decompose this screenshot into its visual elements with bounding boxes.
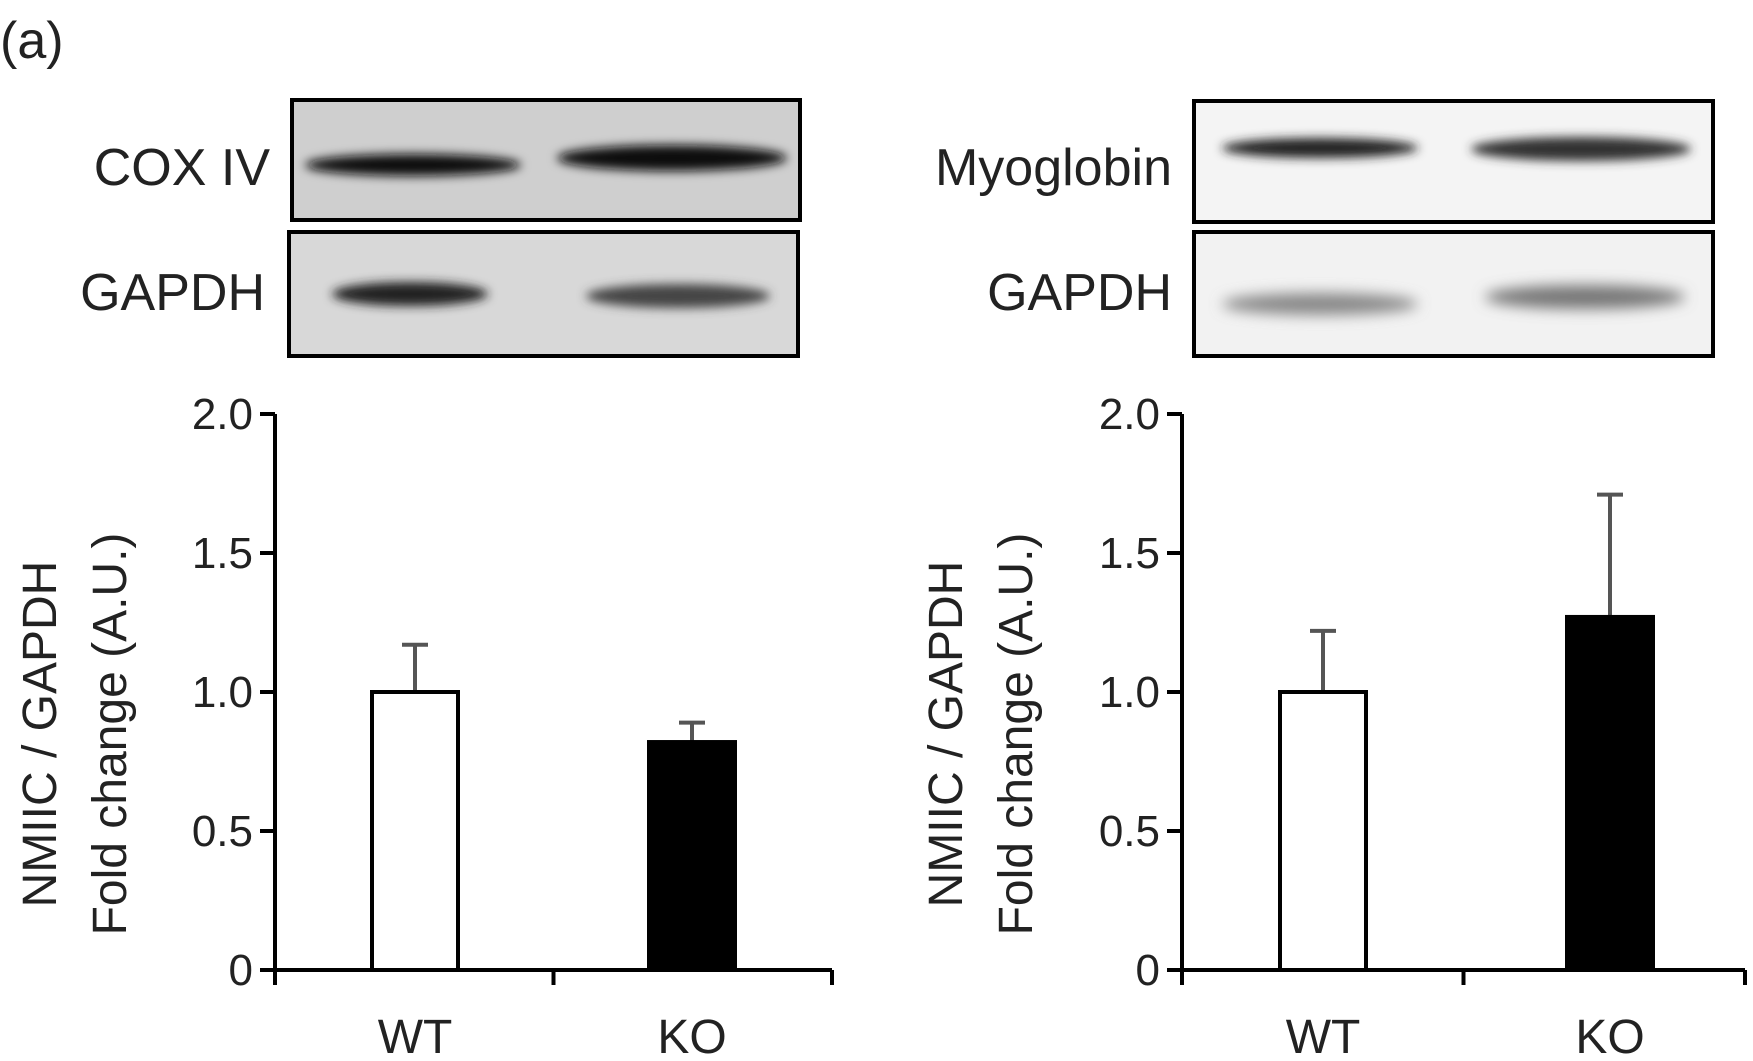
blot-control-label: GAPDH <box>80 264 265 322</box>
x-category-label: KO <box>1575 1011 1644 1061</box>
y-tick-label: 0 <box>1136 946 1160 995</box>
x-category-label: KO <box>657 1011 726 1061</box>
blot-target-label: COX IV <box>94 139 271 197</box>
panel-label: (a) <box>0 12 64 70</box>
blot-band-ko <box>1485 285 1685 309</box>
y-tick-label: 1.0 <box>1099 668 1160 717</box>
y-tick-label: 1.0 <box>192 668 253 717</box>
blot-band-wt <box>305 154 521 176</box>
y-tick-label: 2.0 <box>1099 390 1160 439</box>
y-axis-title-line1: NMIIC / GAPDH <box>920 561 973 908</box>
bar-chart-left: 0 0.5 1.0 1.5 2.0 WT KO NMIIC / GAPDH Fold chang… <box>14 390 834 1061</box>
x-category-label: WT <box>1286 1011 1361 1061</box>
y-tick-label: 2.0 <box>192 390 253 439</box>
bar-ko <box>647 740 737 972</box>
blot-group-left: COX IV GAPDH <box>80 98 802 358</box>
blot-target-label: Myoglobin <box>935 139 1172 197</box>
y-axis-title-line2: Fold change (A.U.) <box>84 533 137 936</box>
blot-band-wt <box>1222 138 1418 158</box>
y-axis-title-line1: NMIIC / GAPDH <box>14 561 67 908</box>
y-tick-label: 1.5 <box>192 529 253 578</box>
blot-control-label: GAPDH <box>987 264 1172 322</box>
y-tick-label: 0.5 <box>192 807 253 856</box>
blot-band-ko <box>557 145 787 171</box>
y-axis-title-line2: Fold change (A.U.) <box>990 533 1043 936</box>
y-tick-label: 1.5 <box>1099 529 1160 578</box>
blot-target-frame <box>1192 99 1715 224</box>
bar-ko <box>1565 614 1655 972</box>
blot-band-wt <box>332 282 488 306</box>
x-category-label: WT <box>378 1011 453 1061</box>
blot-band-wt <box>1222 293 1418 315</box>
y-tick-label: 0.5 <box>1099 807 1160 856</box>
bar-wt <box>370 690 460 972</box>
blot-band-ko <box>1471 137 1691 161</box>
y-tick-label: 0 <box>229 946 253 995</box>
bar-chart-right: 0 0.5 1.0 1.5 2.0 WT KO NMIIC / GAPDH Fold chang… <box>920 390 1747 1061</box>
blot-band-ko <box>586 284 770 308</box>
bar-wt <box>1278 690 1368 972</box>
blot-group-right: Myoglobin GAPDH <box>935 99 1715 358</box>
